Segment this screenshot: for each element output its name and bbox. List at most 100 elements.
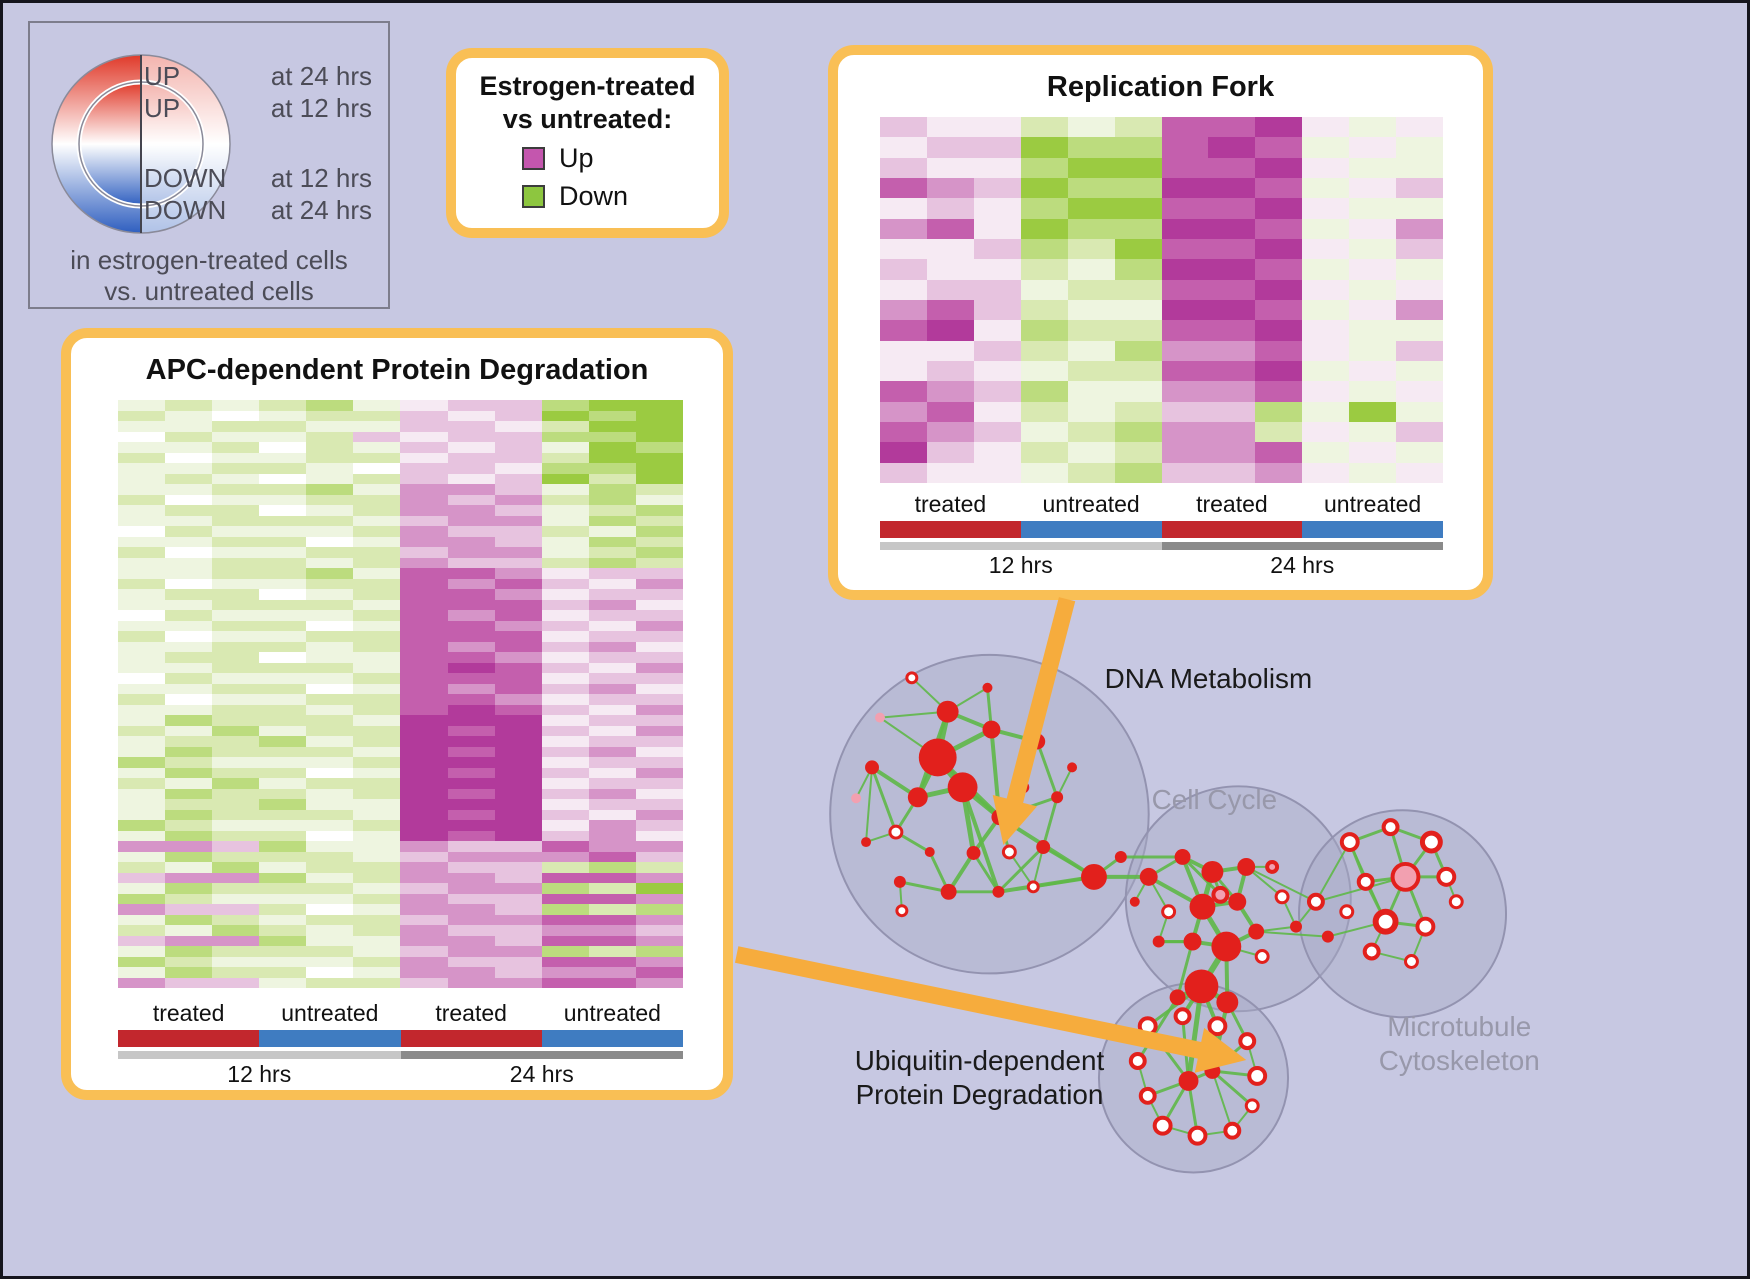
legend-row-up-24: UP at 24 hrs [144, 61, 372, 92]
heatmap-cell [1114, 279, 1162, 300]
heatmap-cell [1255, 178, 1303, 199]
heatmap-cell [541, 715, 589, 726]
heatmap-cell [400, 641, 448, 652]
network-edge [1255, 930, 1329, 938]
heatmap-cell [447, 568, 495, 579]
network-node [1339, 904, 1355, 920]
heatmap-cell [259, 830, 307, 841]
heatmap-cell [306, 715, 354, 726]
heatmap-cell [588, 673, 636, 684]
heatmap-cell [447, 809, 495, 820]
network-node [851, 793, 862, 804]
heatmap-cell [447, 893, 495, 904]
heatmap-cell [165, 631, 213, 642]
heatmap-cell [259, 694, 307, 705]
network-node [1265, 859, 1280, 874]
heatmap-cell [447, 410, 495, 421]
heatmap-cell [635, 526, 683, 537]
heatmap-cell [588, 463, 636, 474]
heatmap-cell [165, 694, 213, 705]
network-edge [1175, 984, 1204, 1000]
heatmap-cell [118, 778, 166, 789]
network-edge [1348, 840, 1368, 884]
heatmap-cell [588, 442, 636, 453]
heatmap-cell [1255, 462, 1303, 483]
network-edge [1146, 874, 1205, 909]
heatmap-cell [1161, 422, 1209, 443]
heatmap-cell [926, 401, 974, 422]
heatmap-cell [1020, 462, 1068, 483]
heatmap-cell [494, 452, 542, 463]
cluster-label: Cytoskeleton [1379, 1045, 1540, 1076]
network-node [1183, 932, 1202, 951]
heatmap-cell [306, 872, 354, 883]
heatmap-cell [1349, 279, 1397, 300]
network-node [1201, 860, 1224, 883]
heatmap-cell [118, 820, 166, 831]
heatmap-cell [1114, 198, 1162, 219]
heatmap-cell [588, 410, 636, 421]
heatmap-cell [1349, 340, 1397, 361]
heatmap-cell [541, 505, 589, 516]
heatmap-cell [306, 883, 354, 894]
legend-row-down-12: DOWN at 12 hrs [144, 163, 372, 194]
heatmap-cell [588, 746, 636, 757]
heatmap-cell [400, 736, 448, 747]
heatmap-cell [165, 841, 213, 852]
heatmap-cell [541, 830, 589, 841]
heatmap-cell [259, 683, 307, 694]
heatmap-cell [588, 725, 636, 736]
heatmap-cell [541, 484, 589, 495]
heatmap-cell [118, 715, 166, 726]
heatmap-cell [306, 736, 354, 747]
heatmap-cell [635, 883, 683, 894]
heatmap-cell [973, 381, 1021, 402]
heatmap-cell [212, 883, 260, 894]
heatmap-cell [353, 568, 401, 579]
heatmap-cell [494, 935, 542, 946]
heatmap-cell [353, 925, 401, 936]
network-edge [1224, 929, 1259, 949]
heatmap-cell [400, 746, 448, 757]
heatmap-cell [447, 757, 495, 768]
timepoint-bar [118, 1051, 683, 1059]
network-node [992, 885, 1005, 898]
heatmap-cell [165, 452, 213, 463]
network-node [895, 904, 909, 918]
heatmap-cell [118, 526, 166, 537]
heatmap-cell [165, 736, 213, 747]
heatmap-cell [635, 851, 683, 862]
heatmap-cell [1349, 462, 1397, 483]
heatmap-cell [447, 536, 495, 547]
network-edge [1410, 925, 1427, 963]
panel-title: Replication Fork [1046, 71, 1275, 103]
network-edge [1326, 920, 1387, 938]
heatmap-cell [447, 683, 495, 694]
heatmap-cell [400, 725, 448, 736]
heatmap-cell [541, 925, 589, 936]
heatmap-cell [541, 977, 589, 988]
heatmap-cell [400, 620, 448, 631]
heatmap-cell [541, 956, 589, 967]
timepoint-labels: 12 hrs 24 hrs [118, 1061, 683, 1088]
heatmap-cell [1302, 300, 1350, 321]
heatmap-cell [447, 589, 495, 600]
heatmap-cell [635, 872, 683, 883]
network-edge [1190, 904, 1205, 944]
heatmap-cell [165, 851, 213, 862]
heatmap-cell [635, 893, 683, 904]
heatmap-cell [1067, 218, 1115, 239]
heatmap-cell [494, 631, 542, 642]
heatmap-cell [400, 977, 448, 988]
treatment-bar-segment [541, 1030, 683, 1047]
time-label: 24 hrs [509, 1061, 574, 1087]
network-edge [1146, 1094, 1164, 1127]
heatmap-cell [447, 862, 495, 873]
heatmap-cell [353, 694, 401, 705]
heatmap-cell [259, 788, 307, 799]
heatmap-cell [635, 694, 683, 705]
network-node [918, 738, 957, 777]
heatmap-cell [165, 589, 213, 600]
heatmap-cell [353, 452, 401, 463]
heatmap-cell [588, 400, 636, 411]
